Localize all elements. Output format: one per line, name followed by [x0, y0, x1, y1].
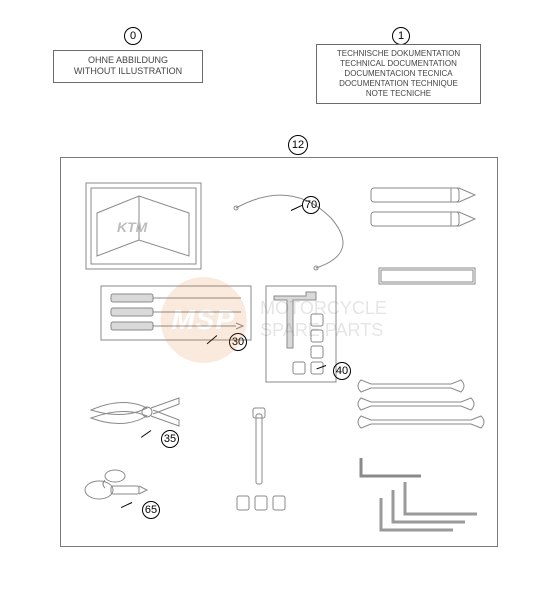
callout-40: 40: [333, 362, 351, 380]
manual-icon: KTM: [86, 183, 201, 269]
callout-30-circle: 30: [229, 333, 247, 351]
t-handle-set-icon: [266, 286, 336, 382]
svg-text:KTM: KTM: [117, 219, 148, 235]
cable-icon: [234, 195, 343, 270]
hex-wrench-pair-icon: [371, 188, 475, 226]
bar-tool-icon: [379, 268, 475, 284]
callout-40-circle: 40: [333, 362, 351, 380]
callout-12: 12: [288, 135, 308, 155]
screwdriver-set-icon: [101, 286, 251, 340]
callout-65-circle: 65: [142, 501, 160, 519]
allen-trio-icon: [381, 482, 477, 530]
callout-70-circle: 70: [302, 196, 320, 214]
box-right-line1: TECHNISCHE DOKUMENTATION: [319, 49, 478, 59]
box-left-line1: OHNE ABBILDUNG: [60, 55, 196, 66]
main-frame: KTM: [60, 157, 498, 547]
callout-30: 30: [229, 333, 247, 351]
box-ohne-abbildung: OHNE ABBILDUNG WITHOUT ILLUSTRATION: [53, 50, 203, 83]
callout-12-circle: 12: [288, 135, 308, 155]
callout-35-circle: 35: [161, 430, 179, 448]
extension-bits-icon: [237, 408, 285, 510]
callout-1: 1: [392, 27, 410, 45]
box-right-line5: NOTE TECNICHE: [319, 89, 478, 99]
box-tech-doc: TECHNISCHE DOKUMENTATION TECHNICAL DOCUM…: [316, 44, 481, 104]
callout-35: 35: [161, 430, 179, 448]
callout-0: 0: [124, 27, 142, 45]
callout-0-circle: 0: [124, 27, 142, 45]
box-left-line2: WITHOUT ILLUSTRATION: [60, 66, 196, 77]
pliers-icon: [91, 398, 179, 426]
allen-single-icon: [361, 458, 421, 476]
box-right-line2: TECHNICAL DOCUMENTATION: [319, 59, 478, 69]
tools-diagram: KTM: [61, 158, 499, 548]
callout-1-circle: 1: [392, 27, 410, 45]
callout-70: 70: [302, 196, 320, 214]
box-right-line4: DOCUMENTATION TECHNIQUE: [319, 79, 478, 89]
key-fob-icon: [85, 470, 147, 499]
callout-65: 65: [142, 501, 160, 519]
box-right-line3: DOCUMENTACION TECNICA: [319, 69, 478, 79]
spanner-trio-icon: [358, 380, 484, 428]
